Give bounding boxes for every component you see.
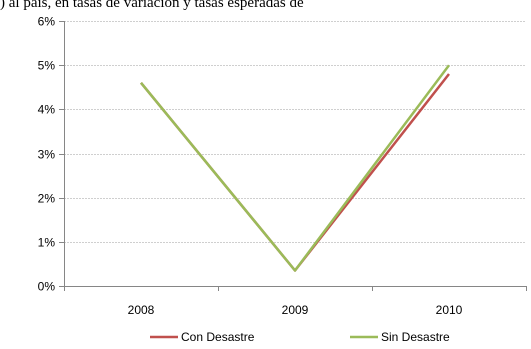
y-tick-label: 3% <box>38 148 56 162</box>
y-tick-label: 6% <box>38 15 56 29</box>
legend-label: Sin Desastre <box>381 330 450 344</box>
x-tick-label: 2009 <box>282 303 309 317</box>
series-line-sin-desastre <box>140 64 450 272</box>
y-tick-label: 0% <box>38 280 56 294</box>
y-tick-label: 4% <box>38 103 56 117</box>
y-tick-label: 5% <box>38 59 56 73</box>
series-line-con-desastre <box>140 73 450 272</box>
legend: Con Desastre Sin Desastre <box>150 330 450 344</box>
y-tick-label: 1% <box>38 236 56 250</box>
axes <box>64 21 526 287</box>
legend-label: Con Desastre <box>181 330 255 344</box>
y-axis-ticks: 0% 1% 2% 3% 4% 5% 6% <box>38 15 64 294</box>
y-tick-label: 2% <box>38 192 56 206</box>
x-axis-ticks: 2008 2009 2010 <box>64 286 527 317</box>
x-tick-label: 2010 <box>436 303 463 317</box>
caption-text: ) al país, en tasas de variación y tasas… <box>0 0 304 11</box>
series-lines <box>140 64 450 272</box>
x-tick-label: 2008 <box>128 303 155 317</box>
gridlines <box>64 21 526 243</box>
